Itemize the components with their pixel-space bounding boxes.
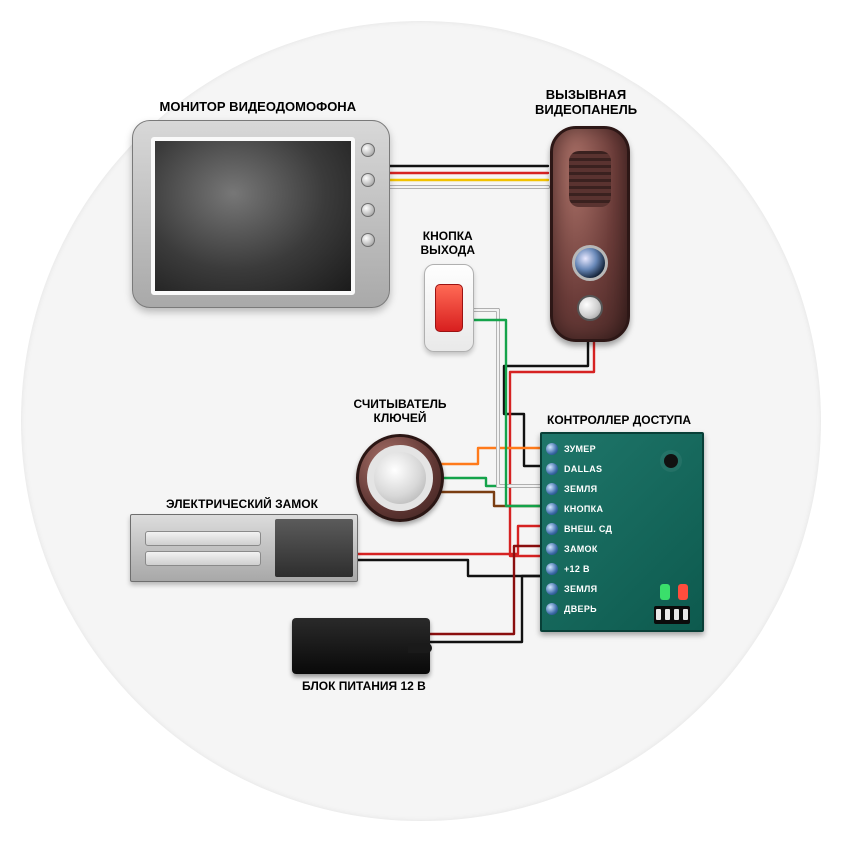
terminal-screw-icon [546,503,558,515]
terminal-screw-icon [546,563,558,575]
terminal-label: +12 В [564,564,590,574]
video-monitor [132,120,390,308]
monitor-screen [151,137,355,295]
terminal-label: ДВЕРЬ [564,604,597,614]
panel-speaker-icon [569,151,611,207]
monitor-buttons [361,143,379,247]
controller-terminal: ЗЕМЛЯ [546,480,612,498]
controller-terminal: КНОПКА [546,500,612,518]
terminal-label: ЗЕМЛЯ [564,484,597,494]
diagram-stage: ЗУМЕР DALLAS ЗЕМЛЯ КНОПКА ВНЕШ. СД ЗАМОК +12 В… [0,0,842,842]
terminal-label: DALLAS [564,464,602,474]
controller-terminal: +12 В [546,560,612,578]
key-reader [356,434,444,522]
panel-call-button-icon [577,295,603,321]
label-lock: ЭЛЕКТРИЧЕСКИЙ ЗАМОК [166,498,318,512]
controller-led-red-icon [678,584,688,600]
label-monitor: МОНИТОР ВИДЕОДОМОФОНА [160,100,357,115]
terminal-screw-icon [546,603,558,615]
video-call-panel [550,126,630,342]
electric-lock [130,514,358,582]
terminal-screw-icon [546,523,558,535]
controller-terminal: ЗЕМЛЯ [546,580,612,598]
label-controller: КОНТРОЛЛЕР ДОСТУПА [547,414,691,428]
controller-terminal: ВНЕШ. СД [546,520,612,538]
terminal-label: КНОПКА [564,504,603,514]
label-key-reader: СЧИТЫВАТЕЛЬ КЛЮЧЕЙ [354,398,447,426]
terminal-screw-icon [546,583,558,595]
label-psu: БЛОК ПИТАНИЯ 12 В [302,680,426,694]
terminal-label: ЗУМЕР [564,444,596,454]
terminal-label: ЗАМОК [564,544,598,554]
exit-button-device [424,264,474,352]
label-video-panel: ВЫЗЫВНАЯ ВИДЕОПАНЕЛЬ [535,88,637,118]
controller-dip-switch-icon [654,606,690,624]
panel-camera-icon [572,245,608,281]
controller-terminal: ЗУМЕР [546,440,612,458]
controller-buzzer-icon [664,454,678,468]
controller-terminals: ЗУМЕР DALLAS ЗЕМЛЯ КНОПКА ВНЕШ. СД ЗАМОК +12 В… [546,440,612,618]
terminal-screw-icon [546,483,558,495]
terminal-screw-icon [546,463,558,475]
exit-button-key-icon [435,284,463,332]
controller-terminal: ДВЕРЬ [546,600,612,618]
lock-plate [275,519,353,577]
psu-cord-icon [408,643,432,653]
terminal-label: ВНЕШ. СД [564,524,612,534]
label-exit-button: КНОПКА ВЫХОДА [421,230,476,258]
controller-led-green-icon [660,584,670,600]
controller-terminal: DALLAS [546,460,612,478]
lock-slot [145,551,261,566]
key-reader-ring-icon [367,445,433,511]
terminal-screw-icon [546,543,558,555]
controller-terminal: ЗАМОК [546,540,612,558]
access-controller: ЗУМЕР DALLAS ЗЕМЛЯ КНОПКА ВНЕШ. СД ЗАМОК +12 В… [540,432,704,632]
lock-slot [145,531,261,546]
terminal-screw-icon [546,443,558,455]
terminal-label: ЗЕМЛЯ [564,584,597,594]
power-supply [292,618,430,674]
